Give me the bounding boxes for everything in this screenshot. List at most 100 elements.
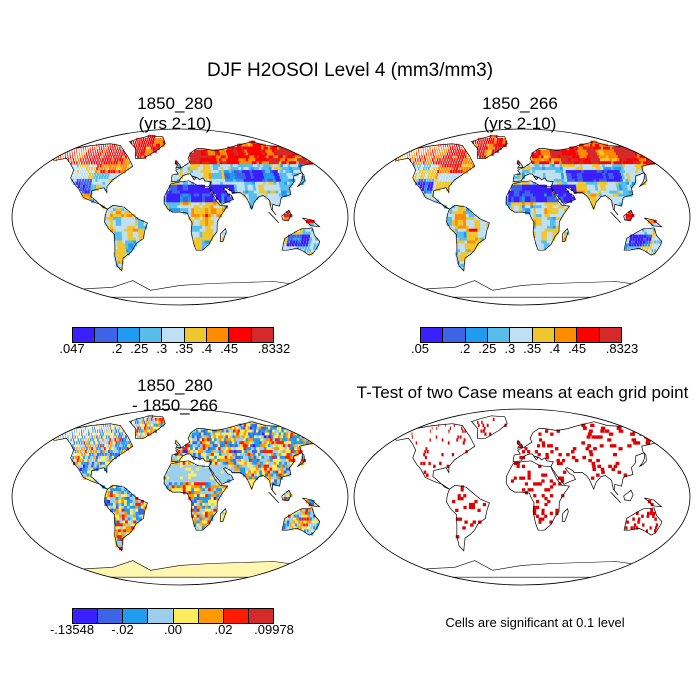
grid-cell <box>208 450 212 454</box>
coastline <box>561 228 569 242</box>
grid-cell <box>428 167 430 171</box>
grid-cell <box>221 476 225 480</box>
grid-cell <box>227 458 232 463</box>
grid-cell <box>318 152 324 156</box>
grid-cell <box>625 214 629 218</box>
grid-cell <box>136 429 139 433</box>
grid-cell <box>276 432 281 436</box>
grid-cell <box>311 429 317 433</box>
grid-cell <box>638 167 644 171</box>
grid-cell <box>107 181 111 186</box>
grid-cell <box>465 252 470 256</box>
grid-cell <box>94 181 97 186</box>
grid-cell <box>298 240 301 244</box>
grid-cell <box>267 158 272 162</box>
grid-cell <box>286 491 290 495</box>
grid-cell <box>447 161 450 165</box>
grid-cell <box>214 429 218 433</box>
grid-cell <box>207 441 211 445</box>
grid-cell <box>217 178 221 183</box>
grid-cell <box>590 190 594 194</box>
grid-cell <box>114 164 117 168</box>
grid-cell <box>444 164 447 168</box>
grid-cell <box>654 246 658 250</box>
grid-cell <box>425 161 428 165</box>
grid-cell <box>193 205 198 209</box>
grid-cell <box>122 149 124 153</box>
grid-cell <box>174 199 178 203</box>
grid-cell <box>208 494 212 498</box>
grid-cell <box>196 246 200 250</box>
grid-cell <box>555 170 559 174</box>
grid-cell <box>227 155 232 159</box>
grid-cell <box>246 423 251 427</box>
grid-cell <box>246 178 250 183</box>
grid-cell <box>478 155 481 159</box>
grid-cell <box>626 240 629 244</box>
grid-cell <box>456 158 459 162</box>
grid-cell <box>547 149 551 153</box>
grid-cell <box>129 222 133 227</box>
grid-cell <box>80 146 82 150</box>
grid-cell <box>268 199 273 203</box>
grid-cell <box>259 178 264 183</box>
grid-cell <box>244 450 248 454</box>
grid-cell <box>105 450 108 454</box>
grid-cell <box>414 158 417 162</box>
grid-cell <box>124 222 128 227</box>
grid-cell <box>97 461 100 466</box>
grid-cell <box>420 149 422 153</box>
grid-cell <box>271 455 276 460</box>
grid-cell <box>234 450 238 454</box>
grid-cell <box>432 170 434 174</box>
grid-cell <box>262 152 267 156</box>
grid-cell <box>118 205 122 209</box>
grid-cell <box>182 479 186 483</box>
grid-cell <box>100 441 103 445</box>
grid-cell <box>450 170 453 174</box>
grid-cell <box>261 470 266 474</box>
grid-cell <box>287 461 291 466</box>
grid-cell <box>272 444 277 448</box>
grid-cell <box>248 432 253 436</box>
grid-cell <box>118 505 122 510</box>
grid-cell <box>609 170 614 174</box>
grid-cell <box>480 228 484 232</box>
grid-cell <box>116 146 119 150</box>
grid-cell <box>286 243 289 247</box>
grid-cell <box>83 181 87 186</box>
grid-cell <box>89 458 93 463</box>
grid-cell <box>592 152 597 156</box>
grid-cell <box>249 181 254 186</box>
grid-cell <box>221 237 225 241</box>
grid-cell <box>579 187 583 191</box>
grid-cell <box>125 240 129 244</box>
grid-cell <box>79 170 82 174</box>
grid-cell <box>280 187 285 191</box>
grid-cell <box>218 170 222 174</box>
grid-cell <box>559 181 563 186</box>
grid-cell <box>72 175 75 180</box>
grid-cell <box>96 453 99 457</box>
grid-cell <box>249 441 254 445</box>
grid-cell <box>204 476 209 480</box>
grid-cell <box>549 202 554 206</box>
grid-cell <box>522 184 526 188</box>
grid-cell <box>196 222 200 227</box>
grid-cell <box>267 470 271 474</box>
grid-cell <box>125 161 128 165</box>
grid-cell <box>194 438 198 442</box>
grid-cell <box>658 152 664 156</box>
grid-cell <box>154 140 157 144</box>
grid-cell <box>442 152 444 156</box>
grid-cell <box>292 444 298 448</box>
grid-cell <box>88 441 91 445</box>
grid-cell <box>107 225 111 230</box>
grid-cell <box>81 432 83 436</box>
grid-cell <box>541 196 545 200</box>
grid-cell <box>269 432 274 436</box>
grid-cell <box>191 208 195 212</box>
grid-cell <box>231 184 235 188</box>
grid-cell <box>135 152 138 156</box>
grid-cell <box>118 494 122 498</box>
